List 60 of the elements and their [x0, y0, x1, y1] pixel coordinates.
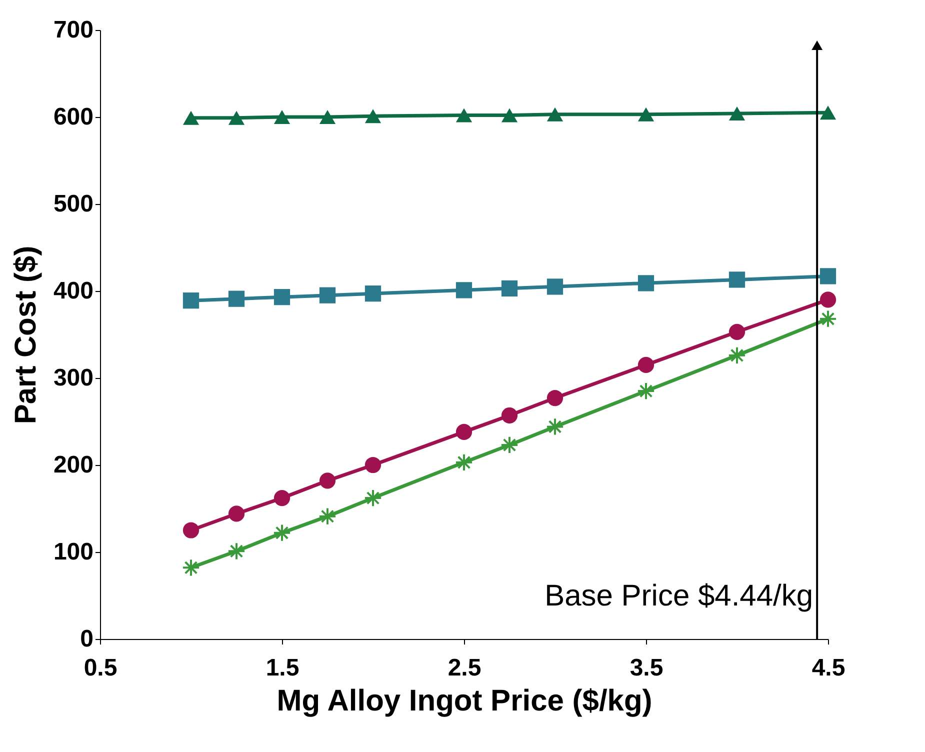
x-tick-label: 4.5: [812, 654, 846, 682]
point: [501, 108, 518, 122]
point: [546, 278, 564, 295]
point: [501, 407, 518, 424]
point: [319, 287, 336, 304]
point: [182, 292, 200, 309]
y-tick-label: 100: [53, 538, 94, 566]
x-tick-label: 1.5: [266, 654, 300, 682]
point: [546, 418, 564, 436]
point: [319, 110, 336, 124]
point: [546, 107, 564, 122]
point: [456, 282, 472, 298]
point: [228, 506, 245, 522]
point: [364, 489, 382, 508]
point: [638, 356, 654, 373]
x-tick-label: 3.5: [630, 654, 664, 682]
point: [274, 289, 290, 306]
point: [728, 272, 746, 288]
point: [272, 524, 292, 542]
x-axis-title: Mg Alloy Ingot Price ($/kg): [276, 684, 652, 718]
point: [364, 286, 382, 302]
y-tick-label: 600: [53, 104, 94, 130]
point: [501, 280, 518, 296]
point: [638, 275, 654, 292]
point: [546, 390, 564, 406]
y-tick-label: 300: [53, 364, 94, 392]
point: [728, 324, 746, 340]
point: [182, 110, 200, 125]
y-tick-label: 500: [53, 190, 94, 218]
point: [454, 453, 474, 472]
point: [228, 110, 245, 125]
ref-line-label: Base Price $4.44/kg: [544, 579, 814, 612]
y-tick-label: 700: [53, 16, 94, 44]
y-axis-title: Part Cost ($): [9, 246, 42, 424]
point: [638, 107, 654, 122]
point: [364, 456, 382, 474]
point: [227, 542, 246, 560]
x-tick-label: 0.5: [84, 654, 118, 682]
point: [274, 110, 290, 124]
point: [820, 106, 836, 120]
point: [318, 507, 337, 526]
point: [182, 558, 200, 577]
point: [319, 472, 336, 489]
point: [820, 292, 836, 308]
point: [228, 290, 245, 307]
y-tick-label: 200: [53, 452, 94, 478]
point: [456, 424, 472, 440]
x-tick-label: 2.5: [448, 654, 482, 682]
point: [728, 106, 746, 120]
point: [456, 108, 472, 122]
point: [182, 522, 200, 538]
point: [364, 109, 382, 124]
point: [636, 382, 656, 400]
point: [820, 268, 836, 284]
point: [500, 436, 519, 454]
y-tick-label: 0: [80, 626, 94, 652]
point: [818, 310, 838, 328]
point: [728, 346, 746, 364]
y-tick-label: 400: [53, 278, 94, 304]
point: [274, 490, 290, 506]
